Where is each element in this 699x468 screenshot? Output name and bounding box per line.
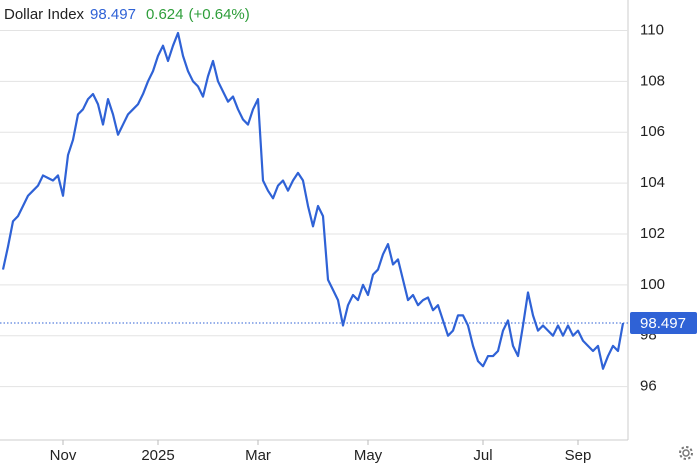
y-tick-label: 104 <box>640 174 665 191</box>
last-value: 98.497 <box>90 6 136 23</box>
x-tick-label: Nov <box>50 447 77 464</box>
y-tick-label: 102 <box>640 225 665 242</box>
y-tick-label: 96 <box>640 378 657 395</box>
x-tick-label: Mar <box>245 447 271 464</box>
last-value-box-label: 98.497 <box>640 315 686 332</box>
y-tick-label: 106 <box>640 123 665 140</box>
price-line <box>1 31 625 370</box>
x-tick-label: 2025 <box>141 447 174 464</box>
last-value-box <box>630 312 697 335</box>
x-tick-label: Jul <box>473 447 492 464</box>
y-tick-label: 108 <box>640 72 665 89</box>
y-tick-label: 100 <box>640 276 665 293</box>
gear-hub <box>682 449 690 457</box>
settings-icon[interactable] <box>679 446 693 460</box>
gear <box>679 446 693 460</box>
change: 0.624 <box>146 6 184 23</box>
x-tick-label: May <box>354 447 383 464</box>
y-tick-label: 110 <box>640 21 664 38</box>
change-percent: (+0.64%) <box>188 6 249 23</box>
chart-title: Dollar Index <box>4 6 85 23</box>
x-tick-label: Sep <box>565 447 592 464</box>
